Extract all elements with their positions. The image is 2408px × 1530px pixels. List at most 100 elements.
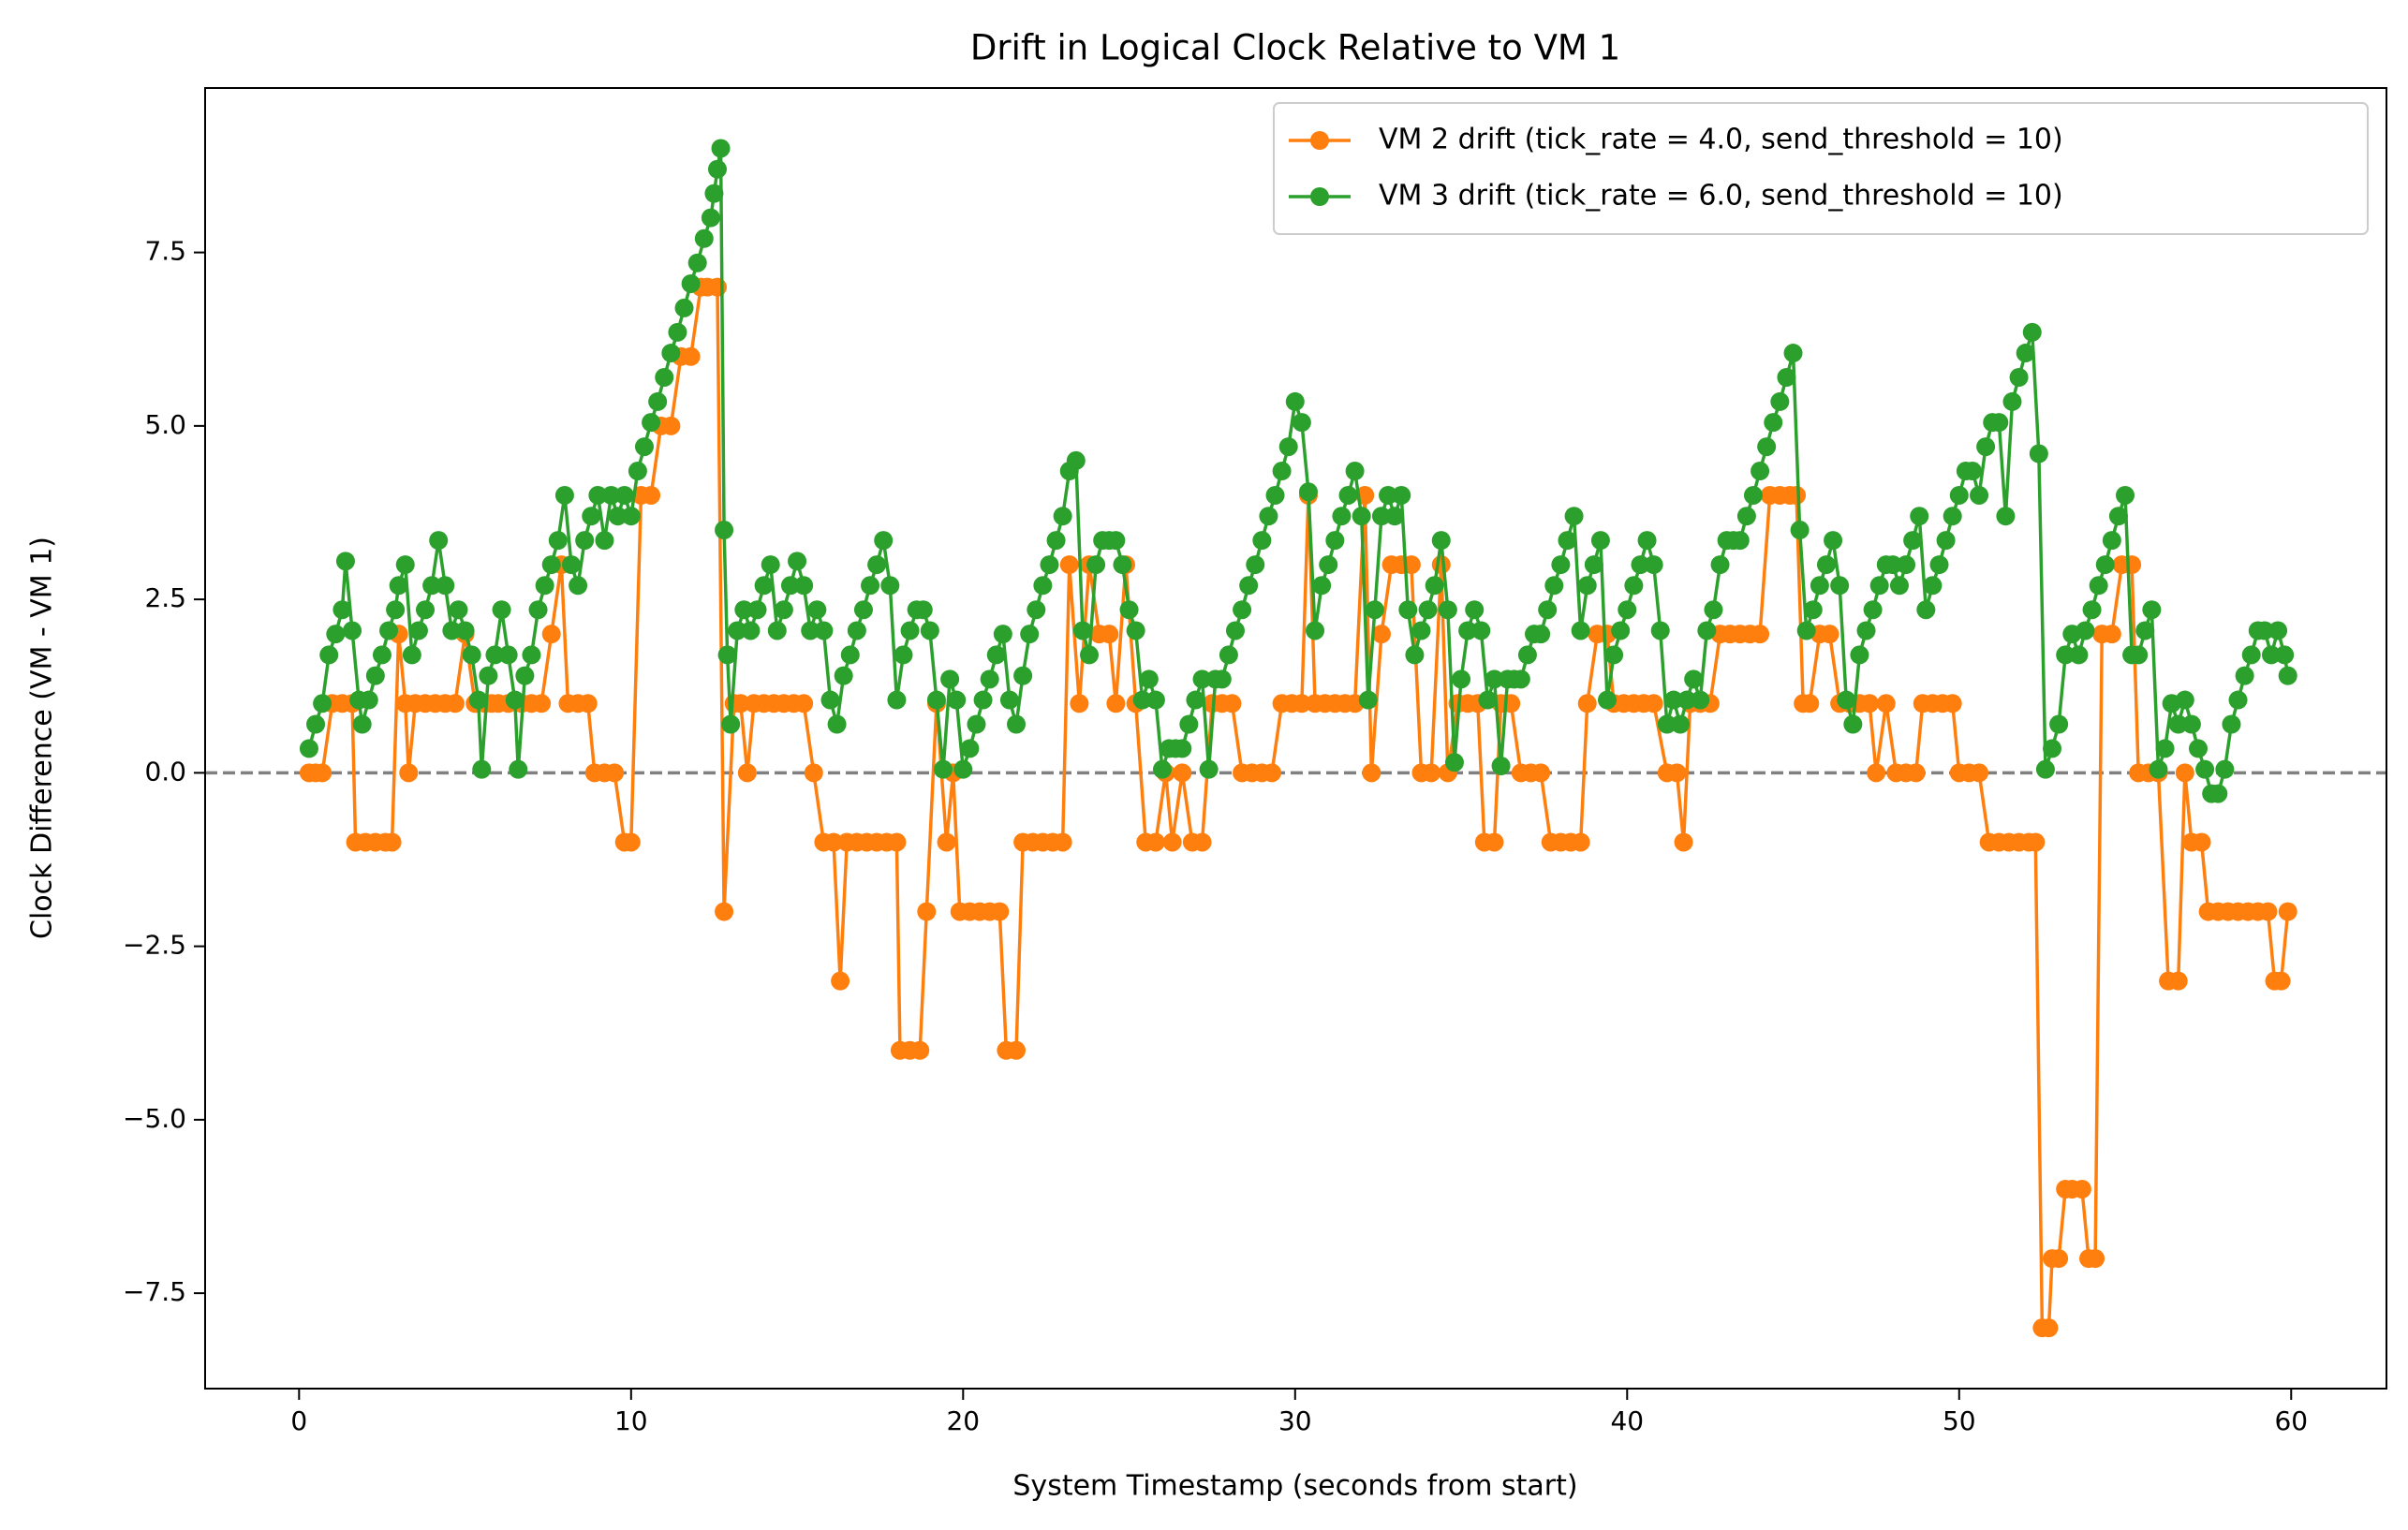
data-point [1624, 576, 1644, 596]
data-point [1538, 600, 1558, 620]
data-point [1053, 507, 1072, 526]
data-point [804, 763, 823, 783]
data-point [2086, 1249, 2105, 1269]
data-point [1684, 669, 1704, 689]
data-point [335, 552, 355, 571]
data-point [2108, 507, 2128, 526]
data-point [1059, 555, 1079, 575]
data-point [1027, 600, 1046, 620]
data-point [1219, 645, 1238, 665]
data-point [704, 184, 724, 203]
data-point [402, 645, 421, 665]
data-point [711, 139, 731, 158]
data-point [1743, 485, 1763, 505]
data-point [2135, 621, 2155, 640]
data-point [1837, 690, 1856, 710]
data-point [389, 576, 408, 596]
data-point [416, 600, 436, 620]
data-point [1517, 645, 1537, 665]
data-point [1233, 600, 1252, 620]
y-tick-label: −7.5 [123, 1276, 186, 1307]
data-point [820, 690, 840, 710]
data-point [1298, 482, 1318, 502]
data-point [715, 902, 734, 921]
data-point [1697, 621, 1717, 640]
data-point [1306, 621, 1325, 640]
data-point [794, 576, 814, 596]
x-tick-label: 0 [290, 1405, 307, 1436]
data-point [1863, 600, 1883, 620]
data-point [1013, 666, 1033, 685]
data-point [2271, 971, 2291, 991]
data-point [1757, 437, 1777, 457]
data-point [1867, 763, 1886, 783]
data-point [306, 714, 326, 734]
data-point [1531, 625, 1551, 644]
data-point [588, 485, 608, 505]
legend-label: VM 3 drift (tick_rate = 6.0, send_thresh… [1379, 180, 2063, 213]
data-point [492, 600, 511, 620]
data-point [442, 621, 462, 640]
data-point [2116, 485, 2135, 505]
data-point [1425, 576, 1444, 596]
data-point [1007, 1040, 1027, 1060]
data-point [973, 690, 993, 710]
data-point [1465, 600, 1485, 620]
data-point [2016, 344, 2035, 363]
data-point [605, 763, 625, 783]
data-point [1903, 531, 1923, 551]
data-point [1046, 531, 1066, 551]
data-point [1584, 555, 1603, 575]
data-point [2228, 690, 2248, 710]
data-point [1458, 621, 1478, 640]
data-point [1070, 694, 1089, 714]
data-point [522, 645, 541, 665]
data-point [1478, 690, 1498, 710]
data-point [2026, 832, 2046, 852]
data-point [2181, 714, 2201, 734]
legend: VM 2 drift (tick_rate = 4.0, send_thresh… [1273, 102, 2369, 235]
data-point [299, 739, 318, 758]
data-point [999, 690, 1019, 710]
data-point [2258, 902, 2278, 921]
data-point [621, 832, 641, 852]
data-point [2122, 555, 2142, 575]
data-point [1736, 507, 1756, 526]
data-point [715, 521, 734, 540]
data-point [532, 694, 552, 714]
data-point [554, 485, 574, 505]
data-point [1338, 485, 1358, 505]
data-point [887, 690, 907, 710]
data-point [1411, 621, 1431, 640]
data-point [1422, 763, 1441, 783]
data-point [801, 621, 820, 640]
data-point [1598, 690, 1618, 710]
data-point [1824, 531, 1843, 551]
data-point [940, 669, 960, 689]
data-point [1551, 555, 1571, 575]
data-point [2129, 645, 2149, 665]
data-point [1604, 645, 1624, 665]
data-point [861, 576, 880, 596]
data-point [1644, 555, 1663, 575]
data-point [445, 694, 465, 714]
data-point [1531, 763, 1551, 783]
data-point [2049, 1249, 2069, 1269]
y-tick-label: −2.5 [123, 930, 186, 961]
data-point [1906, 763, 1926, 783]
data-point [1145, 832, 1165, 852]
data-point [728, 621, 747, 640]
data-point [1199, 759, 1219, 779]
data-point [395, 555, 415, 575]
y-tick-label: −5.0 [123, 1103, 186, 1134]
data-point [721, 714, 741, 734]
data-point [628, 462, 647, 481]
data-point [661, 416, 681, 435]
data-point [794, 694, 814, 714]
data-point [788, 552, 807, 571]
data-point [468, 690, 488, 710]
data-point [1800, 694, 1820, 714]
data-point [359, 690, 378, 710]
legend-swatch-marker [1310, 187, 1329, 206]
data-point [408, 621, 428, 640]
